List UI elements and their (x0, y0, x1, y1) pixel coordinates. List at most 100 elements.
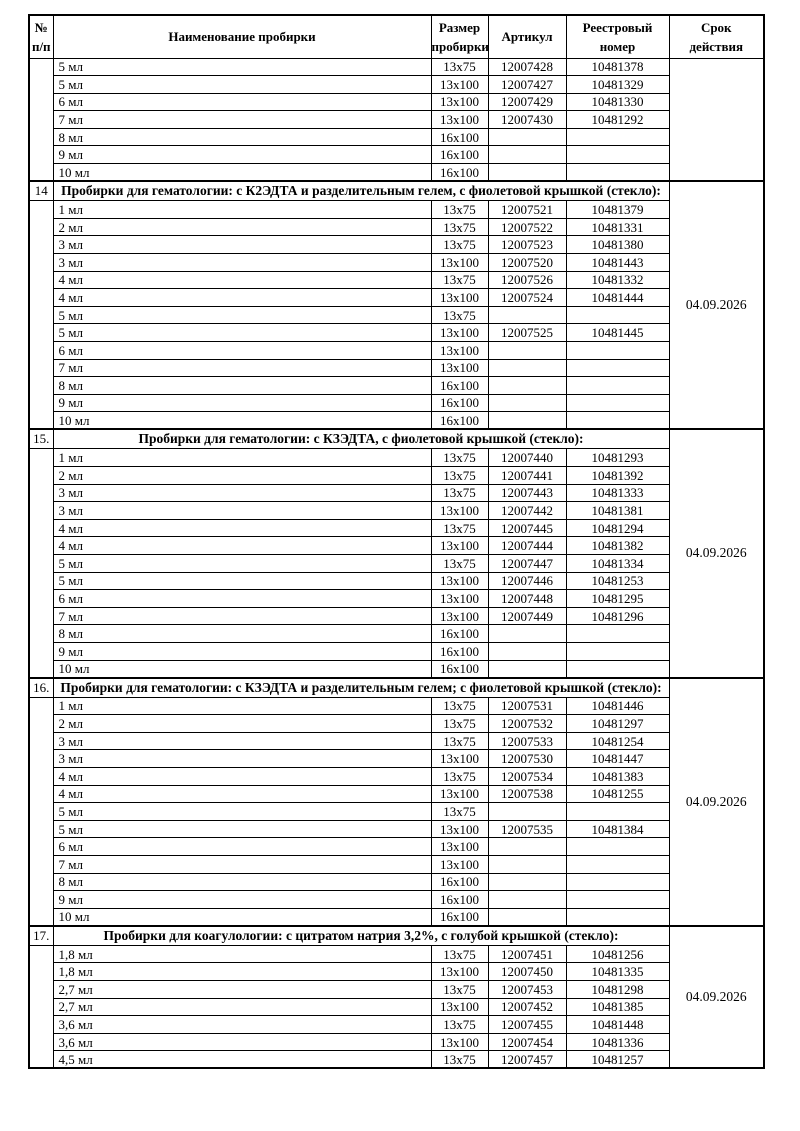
article-cell: 12007521 (487, 200, 567, 219)
table-row: 7 мл 13x100 12007430 10481292 (29, 110, 764, 129)
article-cell: 12007444 (487, 536, 567, 555)
registry-number-cell: 10481297 (565, 714, 670, 733)
tube-name-cell: 9 мл (52, 641, 432, 661)
article-cell (487, 837, 567, 856)
registry-number-cell (565, 358, 670, 378)
tube-size-cell: 13x75 (430, 731, 489, 751)
tube-name-cell: 8 мл (52, 127, 432, 147)
table-row: 7 мл 13x100 (29, 358, 764, 378)
registry-number-cell (565, 641, 670, 661)
table-row: 5 мл 13x100 12007535 10481384 (29, 819, 764, 839)
article-cell: 12007534 (487, 766, 567, 786)
article-cell: 12007441 (487, 465, 567, 485)
registry-number-cell: 10481331 (565, 217, 670, 237)
tube-name-cell: 4 мл (52, 270, 432, 290)
table-row: 4 мл 13x75 12007445 10481294 (29, 518, 764, 538)
row-number-column (28, 944, 54, 1069)
registry-number-cell: 10481335 (565, 962, 670, 981)
table-row: 6 мл 13x100 12007448 10481295 (29, 589, 764, 608)
table-header-row: № п/п Наименование пробирки Размер проби… (28, 14, 765, 59)
tube-name-cell: 2 мл (52, 217, 432, 237)
tube-size-cell: 16x100 (430, 127, 489, 147)
tube-name-cell: 4 мл (52, 518, 432, 538)
table-row: 8 мл 16x100 (29, 376, 764, 395)
tube-size-cell: 13x100 (430, 1032, 489, 1052)
tube-size-cell: 13x75 (430, 235, 489, 254)
article-cell: 12007448 (487, 589, 567, 608)
tube-name-cell: 6 мл (52, 340, 432, 360)
tube-name-cell: 4,5 мл (52, 1050, 432, 1069)
tube-name-cell: 5 мл (52, 305, 432, 325)
table-row: 5 мл 13x75 12007428 10481378 (28, 57, 765, 182)
column-header-expiry: Срок действия (668, 14, 765, 59)
expiry-date-cell: 04.09.2026 (668, 428, 765, 679)
registry-number-cell: 10481380 (565, 235, 670, 254)
table-row: 3,6 мл 13x75 12007455 10481448 (29, 1015, 764, 1034)
section-header-row: 15. Пробирки для гематологии: с КЗЭДТА, с… (28, 428, 765, 679)
section-number: 16. (28, 676, 54, 698)
tube-size-cell: 13x100 (430, 501, 489, 520)
tube-size-cell: 13x75 (430, 714, 489, 733)
column-header-number: № п/п (28, 14, 54, 59)
tube-name-cell: 10 мл (52, 411, 432, 430)
article-cell: 12007442 (487, 501, 567, 520)
article-cell (487, 624, 567, 643)
table-row: 3,6 мл 13x100 12007454 10481336 (29, 1032, 764, 1052)
tube-name-cell: 1 мл (52, 448, 432, 467)
section-title: Пробирки для гематологии: с КЗЭДТА, с фи… (52, 428, 670, 450)
column-header-article: Артикул (487, 14, 567, 59)
article-cell: 12007446 (487, 571, 567, 591)
expiry-date-cell: 04.09.2026 (668, 676, 765, 927)
table-row: 2 мл 13x75 12007522 10481331 (29, 217, 764, 237)
tube-name-cell: 3,6 мл (52, 1032, 432, 1052)
tube-size-cell: 13x100 (430, 589, 489, 608)
article-cell (487, 376, 567, 395)
tube-size-cell: 16x100 (430, 907, 489, 927)
registry-number-cell: 10481294 (565, 518, 670, 538)
tube-name-cell: 8 мл (52, 624, 432, 643)
tube-name-cell: 4 мл (52, 766, 432, 786)
article-cell: 12007443 (487, 483, 567, 503)
article-cell: 12007538 (487, 784, 567, 804)
tube-name-cell: 7 мл (52, 358, 432, 378)
registry-number-cell (565, 411, 670, 430)
registry-number-cell: 10481443 (565, 252, 670, 272)
article-cell: 12007454 (487, 1032, 567, 1052)
article-cell (487, 659, 567, 679)
registry-number-cell: 10481447 (565, 749, 670, 768)
table-row: 5 мл 13x100 12007525 10481445 (29, 323, 764, 342)
article-cell: 12007455 (487, 1015, 567, 1034)
table-row: 10 мл 16x100 (29, 659, 764, 679)
registry-number-cell: 10481336 (565, 1032, 670, 1052)
tube-size-cell: 16x100 (430, 411, 489, 430)
tube-name-cell: 9 мл (52, 393, 432, 413)
article-cell: 12007524 (487, 288, 567, 307)
registry-number-cell (565, 802, 670, 821)
tube-name-cell: 9 мл (52, 890, 432, 909)
article-cell (487, 127, 567, 147)
tube-size-cell: 13x75 (430, 465, 489, 485)
tube-name-cell: 5 мл (52, 75, 432, 94)
tube-size-cell: 13x75 (430, 200, 489, 219)
article-cell (487, 305, 567, 325)
tube-name-cell: 3 мл (52, 483, 432, 503)
registry-number-cell: 10481334 (565, 553, 670, 573)
registry-number-cell: 10481383 (565, 766, 670, 786)
article-cell: 12007525 (487, 323, 567, 342)
tube-size-cell: 13x75 (430, 553, 489, 573)
tube-size-cell: 13x100 (430, 784, 489, 804)
table-row: 3 мл 13x75 12007523 10481380 (29, 235, 764, 254)
registry-number-cell (565, 393, 670, 413)
registry-number-cell (565, 145, 670, 165)
table-row: 1 мл 13x75 12007521 10481379 (28, 200, 764, 430)
registry-number-cell: 10481378 (565, 57, 670, 77)
registry-number-cell: 10481329 (565, 75, 670, 94)
tube-name-cell: 6 мл (52, 589, 432, 608)
tube-size-cell: 13x100 (430, 288, 489, 307)
tube-size-cell: 13x100 (430, 854, 489, 874)
registry-number-cell: 10481379 (565, 200, 670, 219)
table-row: 2,7 мл 13x75 12007453 10481298 (29, 980, 764, 999)
tube-name-cell: 7 мл (52, 854, 432, 874)
tube-size-cell: 16x100 (430, 890, 489, 909)
article-cell: 12007531 (487, 696, 567, 716)
